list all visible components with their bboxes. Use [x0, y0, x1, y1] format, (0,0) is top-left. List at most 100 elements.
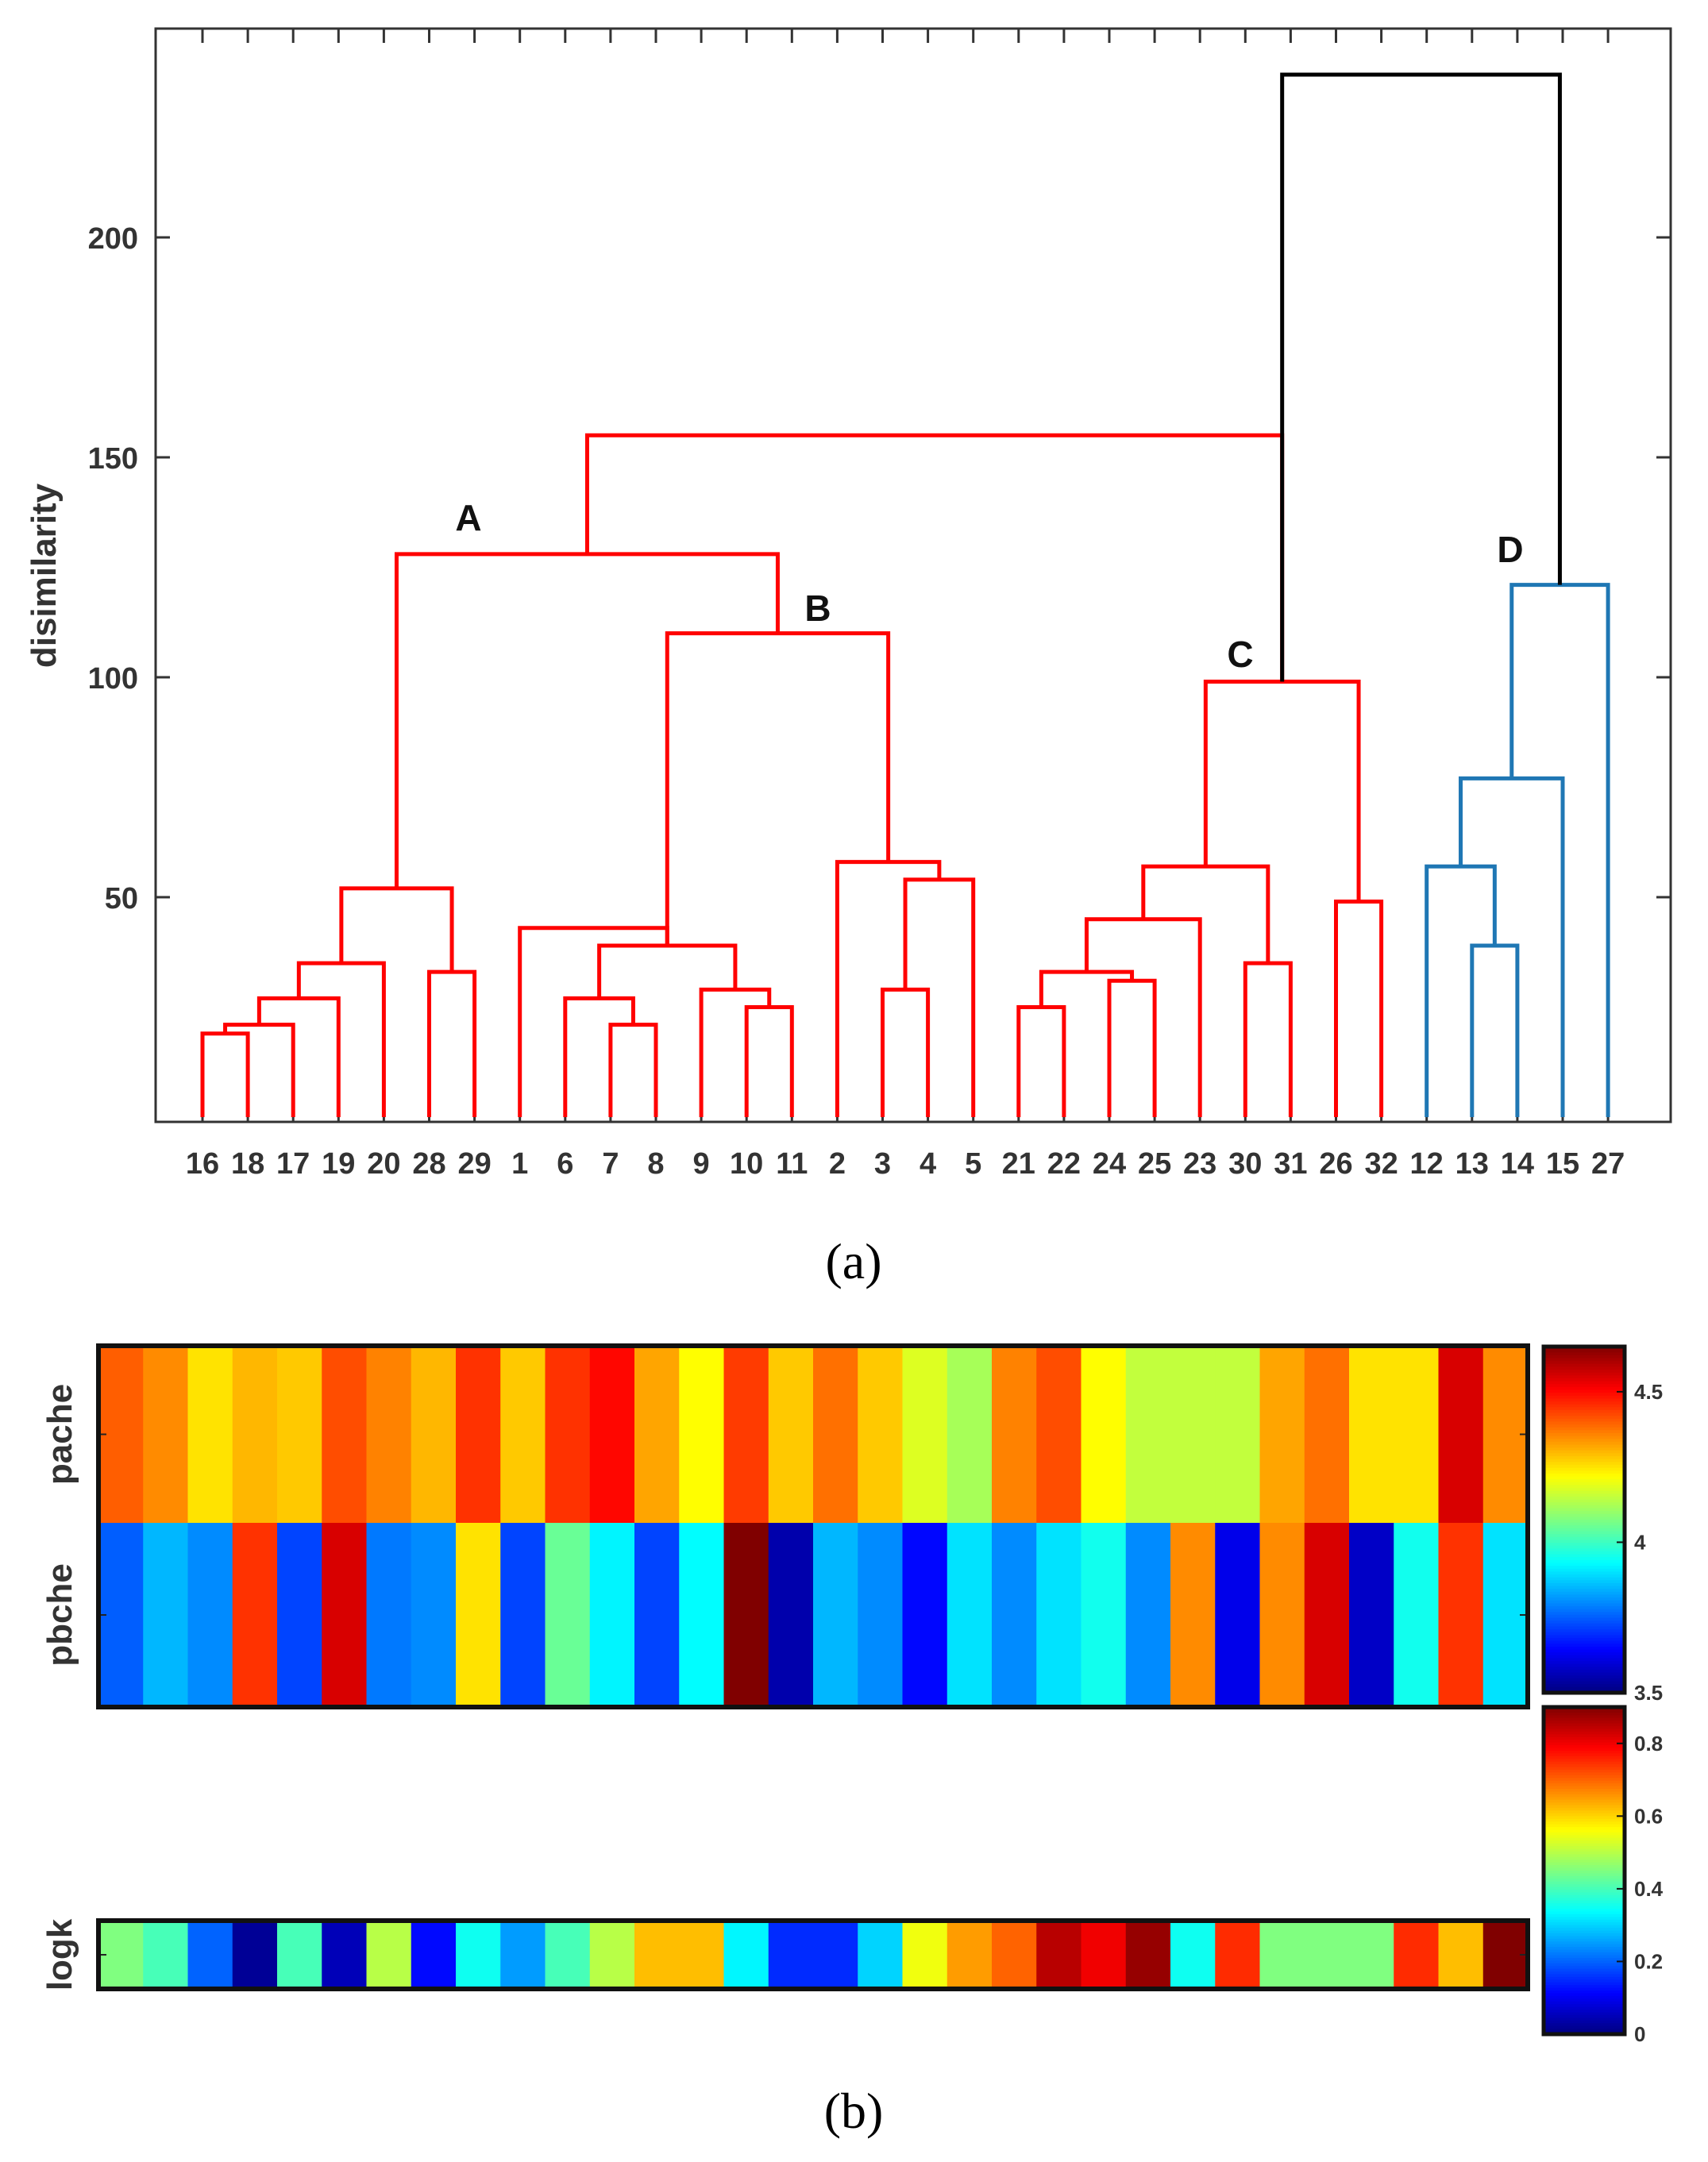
colorbar-band	[1544, 1505, 1625, 1509]
heatmap-cell-pache	[723, 1346, 769, 1523]
dendrogram-link	[1459, 776, 1565, 1117]
leaf-label: 29	[457, 1147, 491, 1181]
heatmap-cell-logk	[277, 1921, 322, 1989]
heatmap-cell-pache	[813, 1346, 858, 1523]
colorbar-band	[1544, 1987, 1625, 1991]
colorbar-band	[1544, 2029, 1625, 2033]
heatmap-cell-pache	[1125, 1346, 1171, 1523]
dendrogram-link	[256, 996, 341, 1117]
heatmap-cell-pbche	[947, 1523, 993, 1707]
colorbar-band	[1544, 1684, 1625, 1688]
dendrogram-link	[1425, 864, 1497, 1117]
colorbar-band	[1544, 1614, 1625, 1619]
colorbar-band	[1544, 1652, 1625, 1656]
colorbar-band	[1544, 2023, 1625, 2027]
colorbar-band	[1544, 1764, 1625, 1768]
heatmap-cell-pache	[768, 1346, 814, 1523]
colorbar-band	[1544, 1681, 1625, 1685]
colorbar-band	[1544, 1974, 1625, 1978]
dendrogram-link	[1280, 72, 1562, 682]
dendrogram-axes-frame	[154, 27, 1672, 1123]
heatmap-cell-pbche	[187, 1523, 233, 1707]
colorbar-frame	[1541, 1344, 1627, 1695]
heatmap-cell-logk	[143, 1921, 189, 1989]
heatmap-cell-logk	[1036, 1921, 1082, 1989]
colorbar-band	[1544, 1775, 1625, 1779]
colorbar-band	[1544, 1731, 1625, 1735]
heatmap-cell-pache	[1081, 1346, 1127, 1523]
dendrogram-link	[1470, 943, 1520, 1117]
colorbar-band	[1544, 1637, 1625, 1642]
dendrogram-link	[584, 433, 1285, 682]
colorbar-band	[1544, 1783, 1625, 1787]
colorbar-band	[1544, 1686, 1625, 1690]
heatmap-cell-logk	[1438, 1921, 1484, 1989]
heatmap-cell-logk	[1394, 1921, 1440, 1989]
colorbar-top: 4.5 4 3.5	[1541, 1344, 1663, 1705]
colorbar-band	[1544, 1922, 1625, 1926]
colorbar-band	[1544, 1854, 1625, 1858]
heatmap-cell-pbche	[1125, 1523, 1171, 1707]
colorbar-band	[1544, 1427, 1625, 1431]
heatmap-cell-logk	[187, 1921, 233, 1989]
colorbar-band	[1544, 1859, 1625, 1863]
row-label-pbche: pbche	[40, 1563, 79, 1667]
colorbar-band	[1544, 1925, 1625, 1929]
leaf-label: 20	[367, 1147, 400, 1181]
colorbar-tick-label: 4.5	[1634, 1380, 1663, 1404]
dendrogram-link	[339, 886, 454, 973]
dendrogram-link	[563, 996, 635, 1117]
heatmap-pache-pbche: pache pbche	[40, 1343, 1530, 1709]
leaf-label: 24	[1093, 1147, 1126, 1181]
leaf-label: 8	[647, 1147, 664, 1181]
colorbar-band	[1544, 1513, 1625, 1517]
colorbar-band	[1544, 1531, 1625, 1535]
colorbar-band	[1544, 1658, 1625, 1662]
colorbar-band	[1544, 1750, 1625, 1754]
colorbar-band	[1544, 1821, 1625, 1825]
colorbar-band	[1544, 1955, 1625, 1959]
colorbar-band	[1544, 1416, 1625, 1420]
heatmap-cell-pbche	[322, 1523, 368, 1707]
colorbar-tick-label: 0.8	[1634, 1732, 1663, 1755]
leaf-label: 19	[322, 1147, 355, 1181]
dendrogram-link	[1016, 1005, 1066, 1117]
heatmap-cell-pbche	[232, 1523, 278, 1707]
dendrogram-link	[1084, 917, 1202, 1117]
heatmap-cell-logk	[1081, 1921, 1127, 1989]
colorbar-band	[1544, 1669, 1625, 1674]
leaf-label: 12	[1410, 1147, 1444, 1181]
colorbar-band	[1544, 1433, 1625, 1437]
dendrogram-links	[200, 72, 1610, 1117]
dendrogram-link	[1243, 961, 1293, 1117]
colorbar-band	[1544, 1865, 1625, 1869]
heatmap-cell-pache	[858, 1346, 904, 1523]
heatmap-cell-pache	[1304, 1346, 1350, 1523]
heatmap-cell-logk	[1125, 1921, 1171, 1989]
colorbar-band	[1544, 1813, 1625, 1817]
heatmap-cell-pache	[366, 1346, 412, 1523]
colorbar-band	[1544, 1835, 1625, 1839]
dendrogram-link	[223, 1023, 295, 1117]
colorbar-band	[1544, 1623, 1625, 1628]
colorbar-band	[1544, 2001, 1625, 2005]
heatmap-cell-logk	[902, 1921, 948, 1989]
colorbar-band	[1544, 1919, 1625, 1923]
colorbar-band	[1544, 1799, 1625, 1803]
colorbar-band	[1544, 1949, 1625, 1953]
heatmap-cell-pbche	[1170, 1523, 1216, 1707]
heatmap-cell-pbche	[500, 1523, 546, 1707]
colorbar-band	[1544, 1453, 1625, 1457]
leaf-label: 22	[1047, 1147, 1081, 1181]
colorbar-band	[1544, 1352, 1625, 1356]
colorbar-band	[1544, 1551, 1625, 1555]
colorbar-band	[1544, 1559, 1625, 1564]
colorbar-band	[1544, 1655, 1625, 1659]
colorbar-band	[1544, 1879, 1625, 1883]
heatmap-cell-pbche	[545, 1523, 591, 1707]
heatmap-cell-logk	[768, 1921, 814, 1989]
leaf-label: 23	[1183, 1147, 1216, 1181]
heatmap-cell-logk	[1259, 1921, 1305, 1989]
